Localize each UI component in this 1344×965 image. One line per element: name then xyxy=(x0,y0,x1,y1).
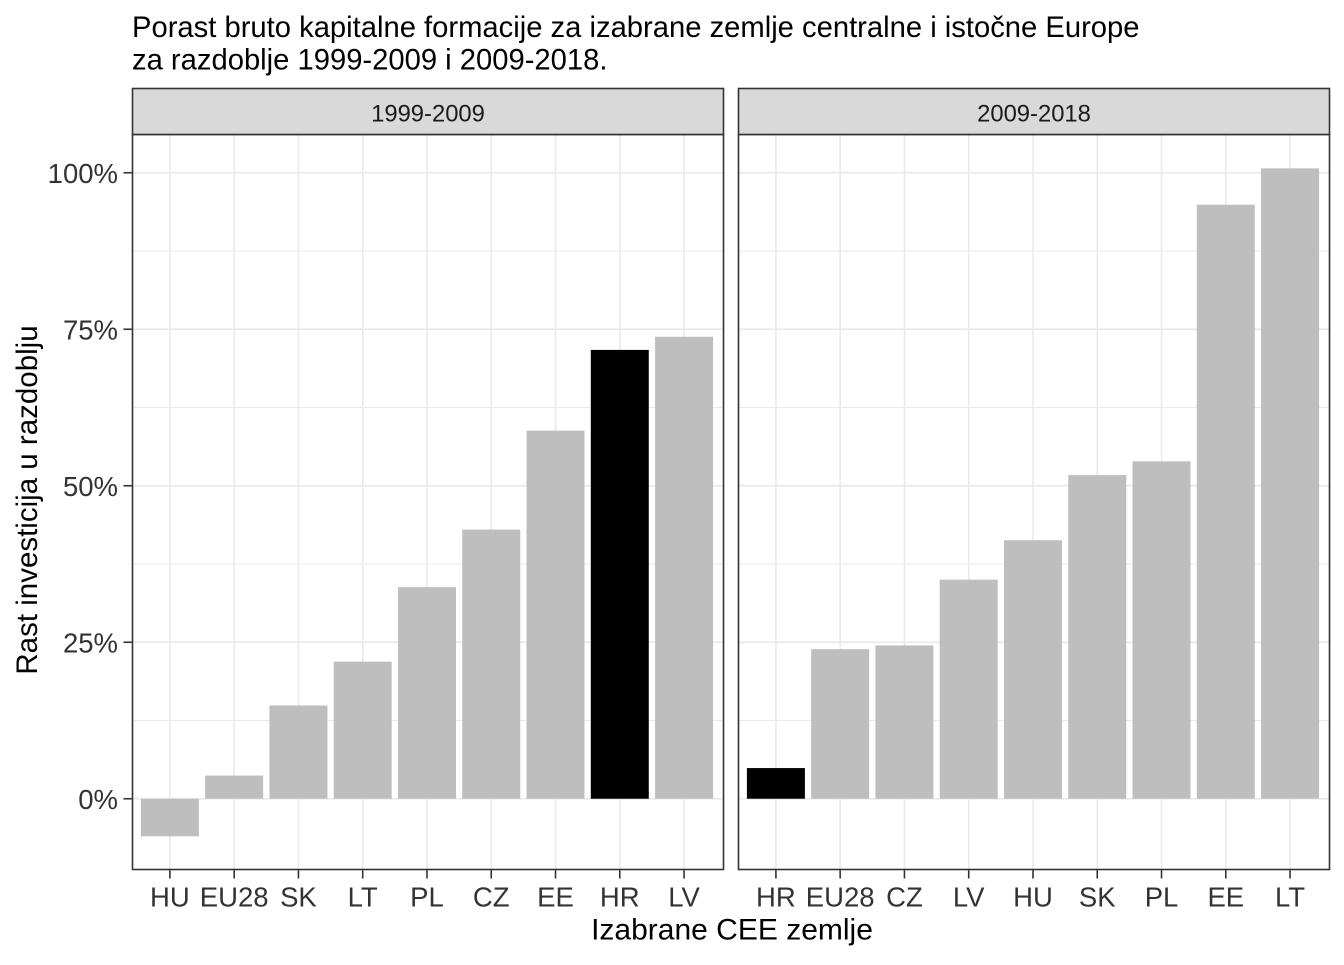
svg-text:HR: HR xyxy=(600,882,640,913)
svg-text:2009-2018: 2009-2018 xyxy=(977,100,1091,127)
svg-text:za razdoblje 1999-2009 i 2009-: za razdoblje 1999-2009 i 2009-2018. xyxy=(132,44,607,76)
svg-text:EU28: EU28 xyxy=(806,882,875,913)
svg-text:LV: LV xyxy=(953,882,985,913)
svg-text:LT: LT xyxy=(1275,882,1305,913)
svg-text:100%: 100% xyxy=(48,158,118,189)
svg-text:1999-2009: 1999-2009 xyxy=(371,100,485,127)
svg-text:SK: SK xyxy=(1079,882,1116,913)
svg-text:HR: HR xyxy=(756,882,796,913)
svg-text:HU: HU xyxy=(1013,882,1053,913)
svg-text:75%: 75% xyxy=(63,315,118,346)
svg-text:50%: 50% xyxy=(63,471,118,502)
svg-text:CZ: CZ xyxy=(473,882,510,913)
svg-text:LV: LV xyxy=(668,882,700,913)
svg-text:Rast investicija u razdoblju: Rast investicija u razdoblju xyxy=(11,325,44,674)
svg-text:PL: PL xyxy=(1145,882,1179,913)
svg-text:0%: 0% xyxy=(78,784,118,815)
svg-text:SK: SK xyxy=(280,882,317,913)
svg-text:EE: EE xyxy=(1207,882,1244,913)
svg-text:PL: PL xyxy=(410,882,444,913)
svg-text:25%: 25% xyxy=(63,628,118,659)
svg-text:CZ: CZ xyxy=(886,882,923,913)
svg-text:LT: LT xyxy=(348,882,378,913)
svg-text:Porast bruto kapitalne formaci: Porast bruto kapitalne formacije za izab… xyxy=(132,12,1140,44)
svg-text:EU28: EU28 xyxy=(200,882,269,913)
svg-text:EE: EE xyxy=(537,882,574,913)
svg-text:HU: HU xyxy=(150,882,190,913)
svg-text:Izabrane CEE zemlje: Izabrane CEE zemlje xyxy=(591,914,873,947)
